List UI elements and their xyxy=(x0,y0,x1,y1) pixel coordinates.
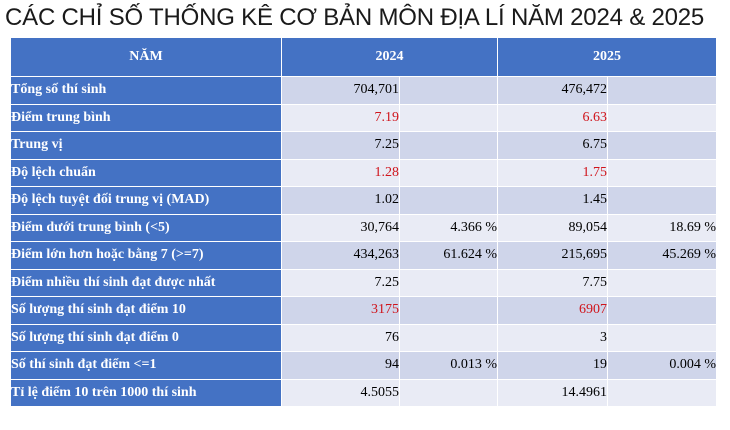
percent-2025 xyxy=(607,186,717,215)
column-header-2025: 2025 xyxy=(497,37,717,77)
row-label: Tỉ lệ điểm 10 trên 1000 thí sinh xyxy=(10,378,282,407)
table-row: Độ lệch chuẩn 1.28 1.75 xyxy=(10,158,717,187)
value-2025: 1.75 xyxy=(497,158,608,187)
percent-2025 xyxy=(607,103,717,132)
percent-2024 xyxy=(399,131,498,160)
value-2025: 7.75 xyxy=(497,268,608,297)
value-2025: 6.63 xyxy=(497,103,608,132)
percent-2025 xyxy=(607,323,717,352)
value-2024: 30,764 xyxy=(281,213,400,242)
row-label: Điểm trung bình xyxy=(10,103,282,132)
value-2024: 3175 xyxy=(281,296,400,325)
percent-2025 xyxy=(607,76,717,105)
row-label: Điểm lớn hơn hoặc bằng 7 (>=7) xyxy=(10,241,282,270)
table-body: Tổng số thí sinh 704,701 476,472 Điểm trung… xyxy=(10,76,717,407)
value-2025: 14.4961 xyxy=(497,378,608,407)
row-label: Số lượng thí sinh đạt điểm 10 xyxy=(10,296,282,325)
value-2024: 1.02 xyxy=(281,186,400,215)
table-row: Độ lệch tuyệt đối trung vị (MAD) 1.02 1.45 xyxy=(10,186,717,215)
statistics-table: NĂM 2024 2025 Tổng số thí sinh 704,701 476… xyxy=(10,37,717,407)
table-row: Điểm dưới trung bình (<5) 30,764 4.366 % 89… xyxy=(10,213,717,242)
percent-2024 xyxy=(399,268,498,297)
page-title: CÁC CHỈ SỐ THỐNG KÊ CƠ BẢN MÔN ĐỊA LÍ NĂ… xyxy=(5,4,705,31)
table-row: Trung vị 7.25 6.75 xyxy=(10,131,717,160)
value-2024: 7.19 xyxy=(281,103,400,132)
value-2025: 476,472 xyxy=(497,76,608,105)
percent-2025 xyxy=(607,296,717,325)
value-2025: 215,695 xyxy=(497,241,608,270)
percent-2024: 0.013 % xyxy=(399,351,498,380)
percent-2024: 4.366 % xyxy=(399,213,498,242)
value-2025: 6907 xyxy=(497,296,608,325)
percent-2024 xyxy=(399,323,498,352)
value-2025: 1.45 xyxy=(497,186,608,215)
value-2025: 3 xyxy=(497,323,608,352)
table-row: Điểm nhiều thí sinh đạt được nhất 7.25 7.7… xyxy=(10,268,717,297)
percent-2024 xyxy=(399,296,498,325)
table-row: Điểm trung bình 7.19 6.63 xyxy=(10,103,717,132)
value-2024: 7.25 xyxy=(281,131,400,160)
row-label: Điểm dưới trung bình (<5) xyxy=(10,213,282,242)
column-header-2024: 2024 xyxy=(281,37,498,77)
percent-2025: 45.269 % xyxy=(607,241,717,270)
value-2024: 1.28 xyxy=(281,158,400,187)
percent-2025: 0.004 % xyxy=(607,351,717,380)
row-label: Số thí sinh đạt điểm <=1 xyxy=(10,351,282,380)
row-label: Số lượng thí sinh đạt điểm 0 xyxy=(10,323,282,352)
percent-2025 xyxy=(607,158,717,187)
value-2024: 704,701 xyxy=(281,76,400,105)
value-2024: 7.25 xyxy=(281,268,400,297)
percent-2024: 61.624 % xyxy=(399,241,498,270)
percent-2024 xyxy=(399,158,498,187)
table-row: Tỉ lệ điểm 10 trên 1000 thí sinh 4.5055 14… xyxy=(10,378,717,407)
value-2025: 89,054 xyxy=(497,213,608,242)
percent-2024 xyxy=(399,76,498,105)
value-2024: 94 xyxy=(281,351,400,380)
row-label: Điểm nhiều thí sinh đạt được nhất xyxy=(10,268,282,297)
value-2025: 19 xyxy=(497,351,608,380)
table-row: Số lượng thí sinh đạt điểm 10 3175 6907 xyxy=(10,296,717,325)
table-row: Số lượng thí sinh đạt điểm 0 76 3 xyxy=(10,323,717,352)
percent-2024 xyxy=(399,103,498,132)
percent-2025 xyxy=(607,378,717,407)
row-label: Trung vị xyxy=(10,131,282,160)
percent-2024 xyxy=(399,186,498,215)
percent-2025 xyxy=(607,268,717,297)
percent-2025: 18.69 % xyxy=(607,213,717,242)
percent-2025 xyxy=(607,131,717,160)
table-row: Tổng số thí sinh 704,701 476,472 xyxy=(10,76,717,105)
row-label: Tổng số thí sinh xyxy=(10,76,282,105)
table-header-row: NĂM 2024 2025 xyxy=(10,37,717,77)
value-2024: 4.5055 xyxy=(281,378,400,407)
percent-2024 xyxy=(399,378,498,407)
table-row: Điểm lớn hơn hoặc bằng 7 (>=7) 434,263 61.… xyxy=(10,241,717,270)
row-label: Độ lệch tuyệt đối trung vị (MAD) xyxy=(10,186,282,215)
value-2025: 6.75 xyxy=(497,131,608,160)
table-row: Số thí sinh đạt điểm <=1 94 0.013 % 19 0.004… xyxy=(10,351,717,380)
value-2024: 434,263 xyxy=(281,241,400,270)
column-header-year-label: NĂM xyxy=(10,37,282,77)
value-2024: 76 xyxy=(281,323,400,352)
row-label: Độ lệch chuẩn xyxy=(10,158,282,187)
